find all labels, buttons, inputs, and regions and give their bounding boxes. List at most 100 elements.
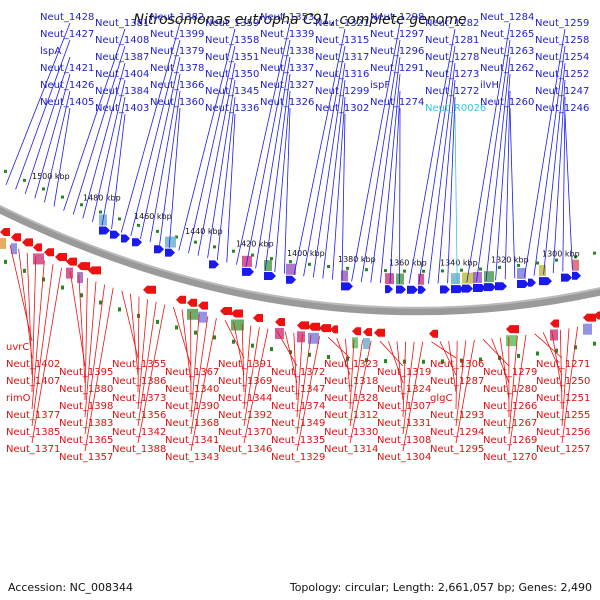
feature-block xyxy=(418,273,424,285)
feature-block xyxy=(539,265,546,277)
tick-dot xyxy=(479,357,482,362)
gene-label: Neut_1427 xyxy=(40,29,94,40)
gene-arrow xyxy=(517,279,529,288)
leader-line xyxy=(534,333,563,359)
feature-block xyxy=(11,243,17,255)
kbp-label: 1380 kbp xyxy=(338,255,376,264)
leader-line xyxy=(78,274,86,384)
gene-label: glgC xyxy=(430,393,452,404)
gene-arrow xyxy=(451,285,464,294)
gene-label: Neut_1315 xyxy=(315,35,369,46)
gene-label: Neut_1256 xyxy=(536,427,590,438)
genome-backbone-highlight xyxy=(0,204,600,309)
gene-label: Neut_1426 xyxy=(40,80,94,91)
gene-arrow xyxy=(110,230,120,239)
gene-arrow xyxy=(341,282,353,291)
tick-dot xyxy=(422,269,425,273)
leader-line xyxy=(207,79,236,259)
gene-label: Neut_1381 xyxy=(95,18,149,29)
kbp-label: 1320 kbp xyxy=(491,256,529,265)
gene-arrow xyxy=(187,298,197,307)
gene-arrow xyxy=(77,262,90,271)
gene-label: Neut_1404 xyxy=(95,69,149,80)
leader-line xyxy=(499,337,510,401)
leader-line xyxy=(149,73,181,243)
gene-label: Neut_1298 xyxy=(370,12,424,23)
feature-block xyxy=(473,271,482,283)
gene-label: Neut_1384 xyxy=(95,86,149,97)
gene-label: Neut_1254 xyxy=(535,52,589,63)
leader-line xyxy=(482,338,510,367)
gene-label: Neut_1337 xyxy=(260,63,314,74)
tick-dot xyxy=(232,249,235,253)
gene-label: Neut_1302 xyxy=(315,103,369,114)
gene-label: Neut_1330 xyxy=(324,427,378,438)
tick-dot xyxy=(213,335,216,340)
tick-dot xyxy=(422,359,425,364)
accession-text: Accession: NC_008344 xyxy=(8,581,134,594)
feature-block xyxy=(297,331,305,343)
feature-block xyxy=(517,267,526,279)
leader-line xyxy=(296,336,320,452)
leader-line xyxy=(197,62,236,256)
gene-label: Neut_1293 xyxy=(430,410,484,421)
leader-line xyxy=(562,96,566,272)
gene-label: Neut_1407 xyxy=(6,376,60,387)
gene-label: Neut_1329 xyxy=(271,452,325,463)
gene-label: Neut_1387 xyxy=(95,52,149,63)
leader-line xyxy=(190,313,200,418)
leader-line xyxy=(322,79,346,279)
gene-arrow xyxy=(385,285,393,294)
tick-dot xyxy=(137,223,140,227)
feature-block xyxy=(0,237,6,249)
leader-line xyxy=(437,79,456,284)
gene-arrow xyxy=(418,285,426,294)
gene-arrow xyxy=(253,314,263,323)
leader-line xyxy=(402,341,424,452)
tick-dot xyxy=(384,359,387,364)
leader-line xyxy=(561,326,578,444)
leader-line xyxy=(402,341,406,418)
gene-label: Neut_1323 xyxy=(324,359,378,370)
tick-dot xyxy=(346,266,349,270)
gene-label: Neut_1321 xyxy=(315,18,369,29)
leader-line xyxy=(564,113,573,270)
gene-label: Neut_1250 xyxy=(536,376,590,387)
gene-label: Neut_1390 xyxy=(165,401,219,412)
gene-label: Neut_1399 xyxy=(150,29,204,40)
leader-line xyxy=(312,62,346,278)
gene-label: Neut_1251 xyxy=(536,393,590,404)
gene-label: Neut_1328 xyxy=(324,393,378,404)
gene-label: Neut_1349 xyxy=(271,418,325,429)
tick-dot xyxy=(175,235,178,239)
tick-dot xyxy=(327,355,330,360)
gene-label: Neut_1392 xyxy=(218,410,272,421)
gene-label: Neut_1263 xyxy=(480,46,534,57)
leader-line xyxy=(241,323,245,393)
gene-label: Neut_1271 xyxy=(536,359,590,370)
gene-label: Neut_1428 xyxy=(40,12,94,23)
gene-label: Neut_1350 xyxy=(205,69,259,80)
tick-dot xyxy=(289,260,292,264)
leader-line xyxy=(264,73,291,271)
gene-label: Neut_1353 xyxy=(260,12,314,23)
gene-label: Neut_1403 xyxy=(95,103,149,114)
leader-line xyxy=(508,335,518,435)
gene-label: Neut_1380 xyxy=(59,384,113,395)
leader-line xyxy=(69,271,86,367)
feature-block xyxy=(341,270,348,282)
feature-block xyxy=(286,263,296,275)
tick-dot xyxy=(232,339,235,344)
gene-label: Neut_1373 xyxy=(112,393,166,404)
leader-line xyxy=(508,334,527,452)
leader-line xyxy=(349,339,355,410)
leader-line xyxy=(137,304,166,444)
gene-arrow xyxy=(264,272,276,281)
gene-arrow xyxy=(88,266,101,275)
gene-label: Neut_1345 xyxy=(205,86,259,97)
gene-label: Neut_1372 xyxy=(271,367,325,378)
gene-label: Neut_1366 xyxy=(150,80,204,91)
genome-backbone xyxy=(0,205,600,316)
gene-label: Neut_1282 xyxy=(425,18,479,29)
gene-arrow xyxy=(55,253,67,262)
